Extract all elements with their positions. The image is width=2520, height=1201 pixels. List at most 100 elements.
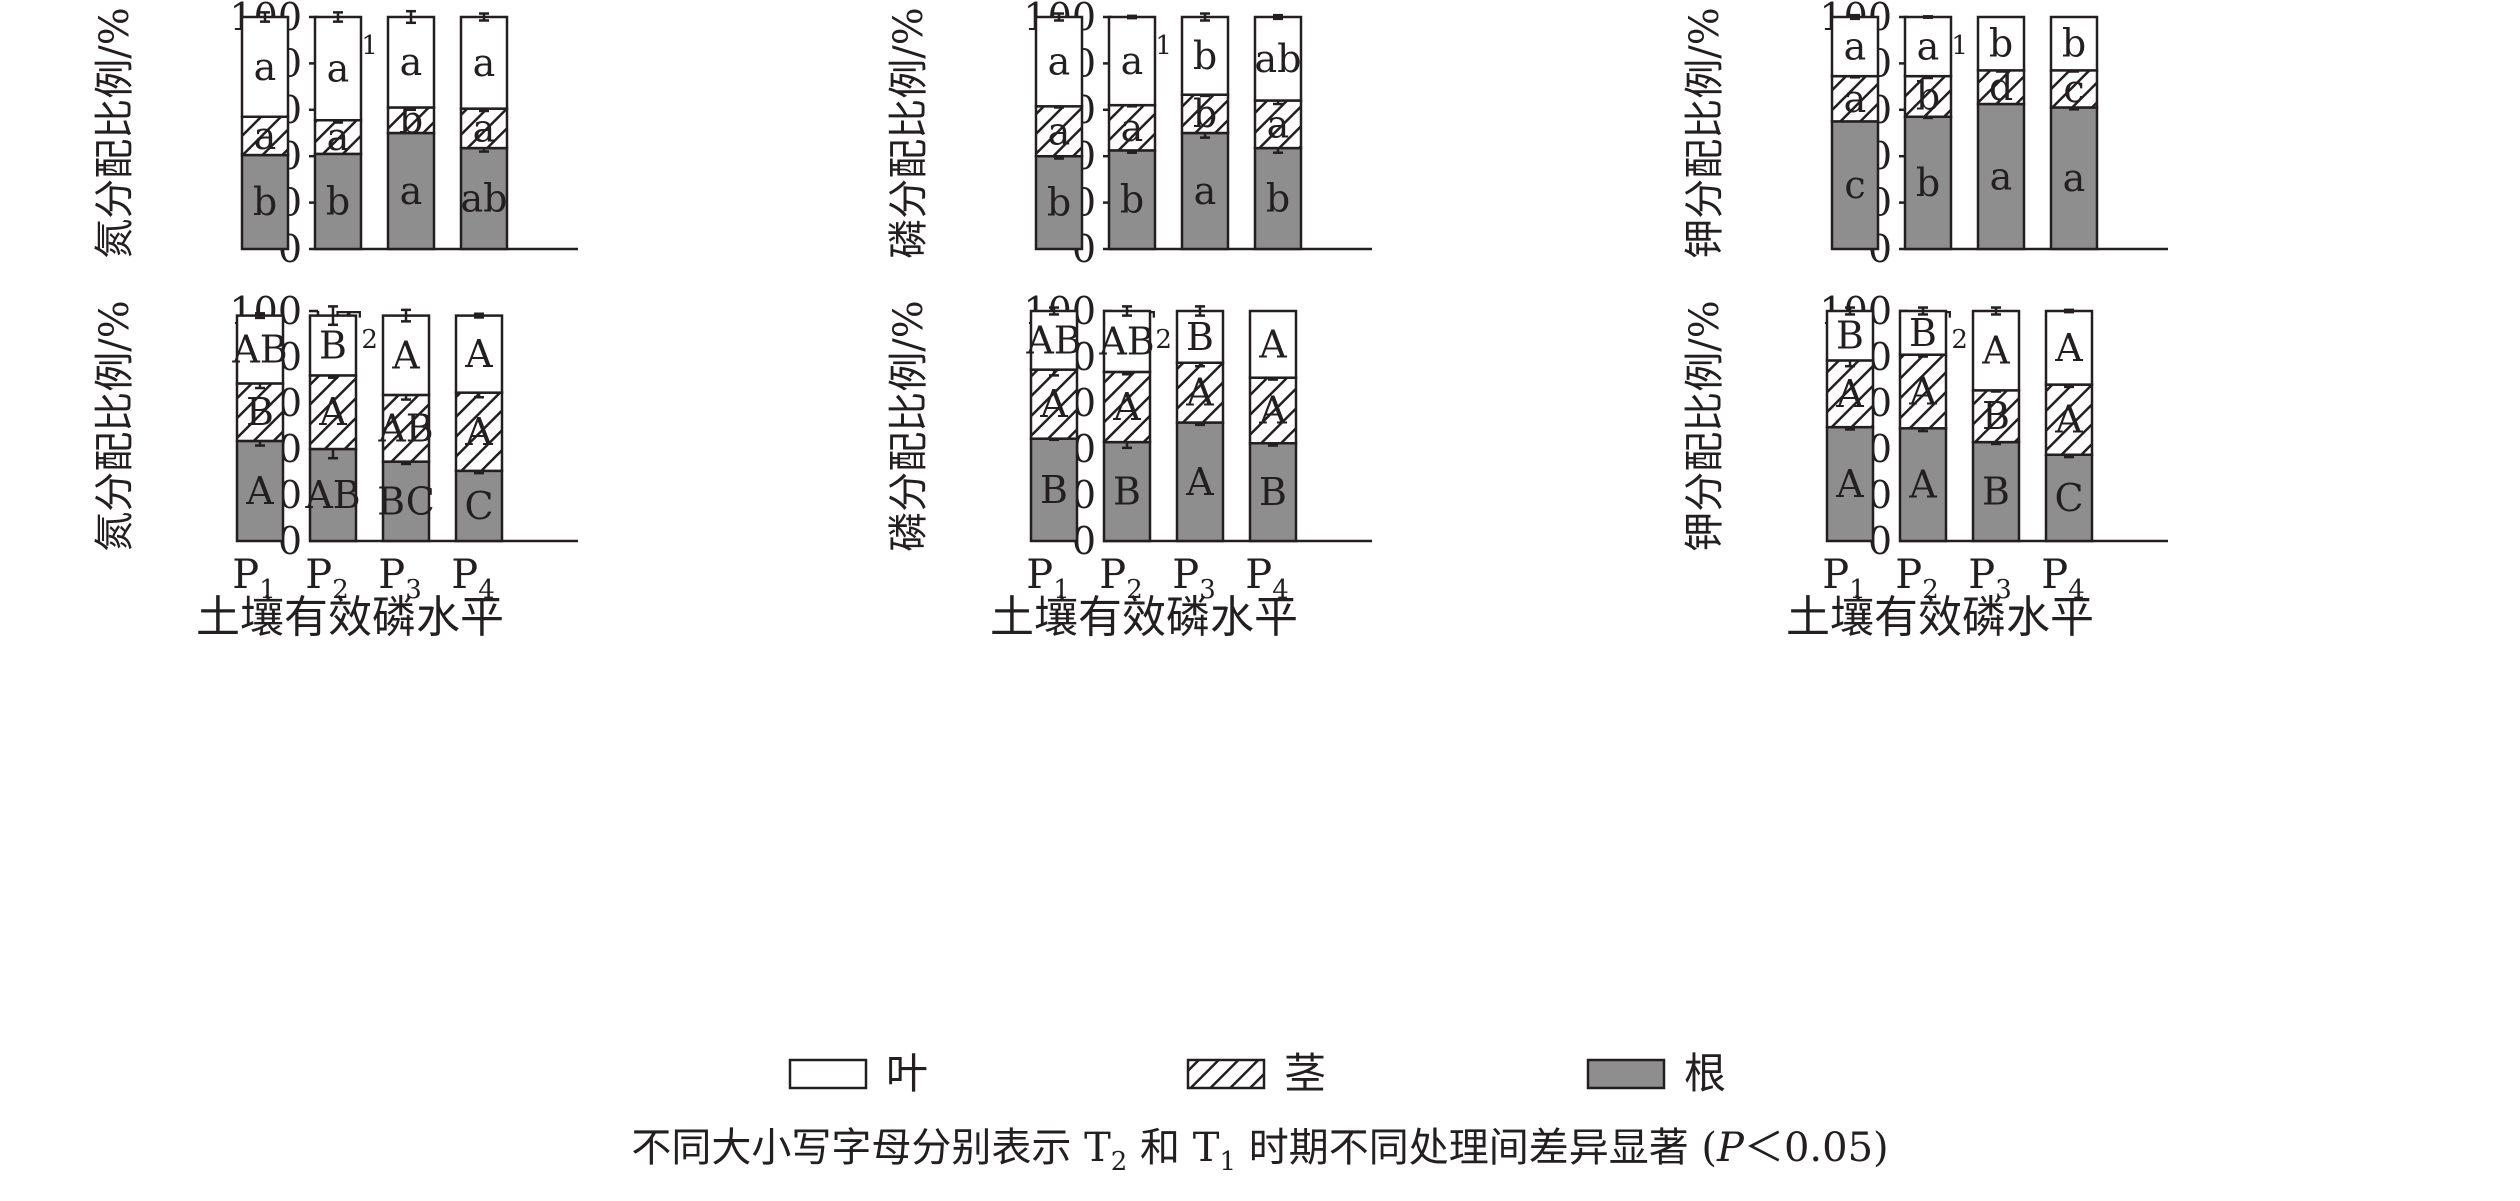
significance-letter: b <box>2062 22 2086 66</box>
significance-letter: a <box>327 115 350 159</box>
bar-P2-叶 <box>1107 15 1157 107</box>
significance-letter: b <box>1916 161 1940 205</box>
footnote-suffix: ＜0.05) <box>1743 1125 1889 1171</box>
bar-P3-根 <box>386 131 436 251</box>
significance-letter: b <box>253 180 277 224</box>
significance-letter: C <box>464 484 493 528</box>
bar-P3-根 <box>1175 421 1225 543</box>
bar-P4-叶 <box>1253 15 1303 102</box>
significance-letter: A <box>1185 371 1214 415</box>
x-tick-sub: 4 <box>478 575 495 605</box>
significance-letter: ab <box>1255 37 1302 81</box>
significance-letter: b <box>1193 34 1217 78</box>
significance-letter: A <box>1185 460 1214 504</box>
significance-letter: AB <box>231 328 287 372</box>
bar-P3-茎 <box>381 393 431 463</box>
significance-letter: AB <box>1025 318 1081 362</box>
significance-letter: a <box>1917 25 1940 69</box>
x-tick-label: P3 <box>1968 552 2011 605</box>
significance-letter: A <box>1908 463 1937 507</box>
bar-P1-叶 <box>1029 309 1079 371</box>
bar-P3-根 <box>1971 440 2021 543</box>
bar-P4-茎 <box>2044 383 2094 457</box>
significance-letter: C <box>2054 476 2083 520</box>
significance-letter: c <box>1844 163 1865 207</box>
significance-letter: A <box>1112 385 1141 429</box>
significance-letter: b <box>326 179 350 223</box>
bar-P3-叶 <box>1175 309 1225 364</box>
footnote-prefix: 不同大小写字母分别表示 T <box>631 1125 1111 1171</box>
significance-letter: B <box>1113 470 1141 514</box>
significance-letter: B <box>1982 394 2010 438</box>
bar-P4-叶 <box>2044 309 2094 386</box>
significance-letter: A <box>464 332 493 376</box>
footnote-rest: 时期不同处理间差异显著 ( <box>1235 1125 1718 1171</box>
significance-letter: A <box>391 333 420 377</box>
bar-P2-根 <box>1107 149 1157 251</box>
significance-letter: a <box>1990 155 2013 199</box>
significance-letter: d <box>1989 65 2013 109</box>
significance-letter: a <box>254 45 277 89</box>
x-tick-sub: 1 <box>259 575 276 605</box>
period-tag-sub: 2 <box>1155 325 1172 355</box>
y-axis-title: 氮分配比例/% <box>92 300 138 551</box>
bar-P3-叶 <box>1180 15 1230 96</box>
significance-letter: A <box>2054 398 2083 442</box>
bar-P3-茎 <box>1971 389 2021 444</box>
period-tag-sub: 2 <box>1951 325 1968 355</box>
x-axis-title: 土壤有效磷水平 <box>196 592 504 643</box>
bar-P2-根 <box>1102 440 1152 543</box>
significance-letter: B <box>1040 468 1068 512</box>
footnote-mid: 和 T <box>1127 1125 1220 1171</box>
significance-letter: AB <box>1098 319 1154 363</box>
panels: 020406080100氮分配比例/%T1baabaaabaabaa020406… <box>92 0 2168 563</box>
bar-P1-叶 <box>1830 15 1880 78</box>
significance-letter: B <box>1186 315 1214 359</box>
y-axis-title: 钾分配比例/% <box>1682 7 1728 258</box>
legend: 叶茎根 <box>788 1049 1726 1098</box>
bar-P4-叶 <box>1248 309 1298 379</box>
bar-P3-根 <box>1180 131 1230 251</box>
legend-label-2: 茎 <box>1284 1049 1326 1098</box>
chart-panel-4: 020406080100氮分配比例/%T2ABABABABBCABACAA <box>92 289 578 563</box>
significance-letter: a <box>400 40 423 84</box>
footnote: 不同大小写字母分别表示 T2 和 T1 时期不同处理间差异显著 (P＜0.05) <box>0 1115 2520 1177</box>
bar-P4-叶 <box>459 15 509 110</box>
bar-P1-叶 <box>235 314 285 385</box>
period-tag-sub: 1 <box>1155 31 1172 61</box>
significance-letter: B <box>1836 314 1864 358</box>
bar-P1-叶 <box>1034 15 1084 108</box>
y-axis-title: 磷分配比例/% <box>886 300 932 551</box>
bar-P1-根 <box>1825 425 1875 543</box>
legend-label-1: 叶 <box>886 1049 928 1098</box>
significance-letter: b <box>1989 22 2013 66</box>
x-tick-sub: 1 <box>1053 575 1070 605</box>
chart-panel-2: 020406080100磷分配比例/%T1baabaaabbbaab <box>886 0 1372 271</box>
significance-letter: a <box>1121 39 1144 83</box>
period-tag-sub: 1 <box>1951 31 1968 61</box>
significance-letter: b <box>1916 74 1940 118</box>
chart-panel-6: 020406080100钾分配比例/%T2AABAABBBACAA <box>1682 289 2168 563</box>
bar-P2-叶 <box>1898 309 1948 356</box>
bar-P4-根 <box>2049 106 2099 251</box>
significance-letter: a <box>254 114 277 158</box>
bar-P1-根 <box>1034 154 1084 251</box>
significance-letter: b <box>1120 178 1144 222</box>
significance-letter: A <box>1258 388 1287 432</box>
significance-letter: a <box>1121 106 1144 150</box>
y-axis-title: 磷分配比例/% <box>886 7 932 258</box>
bar-P2-茎 <box>1107 103 1157 152</box>
period-tag-sub: 2 <box>361 325 378 355</box>
bar-P1-叶 <box>1825 309 1875 362</box>
bar-P2-根 <box>308 447 358 543</box>
bar-P2-根 <box>1898 427 1948 543</box>
significance-letter: A <box>1908 370 1937 414</box>
bar-P4-根 <box>459 146 509 251</box>
significance-letter: A <box>318 390 347 434</box>
x-tick-sub: 4 <box>1272 575 1289 605</box>
bar-P4-茎 <box>459 107 509 150</box>
bar-P2-茎 <box>313 118 363 156</box>
bar-P3-根 <box>381 460 431 543</box>
y-axis-title: 钾分配比例/% <box>1682 300 1728 551</box>
